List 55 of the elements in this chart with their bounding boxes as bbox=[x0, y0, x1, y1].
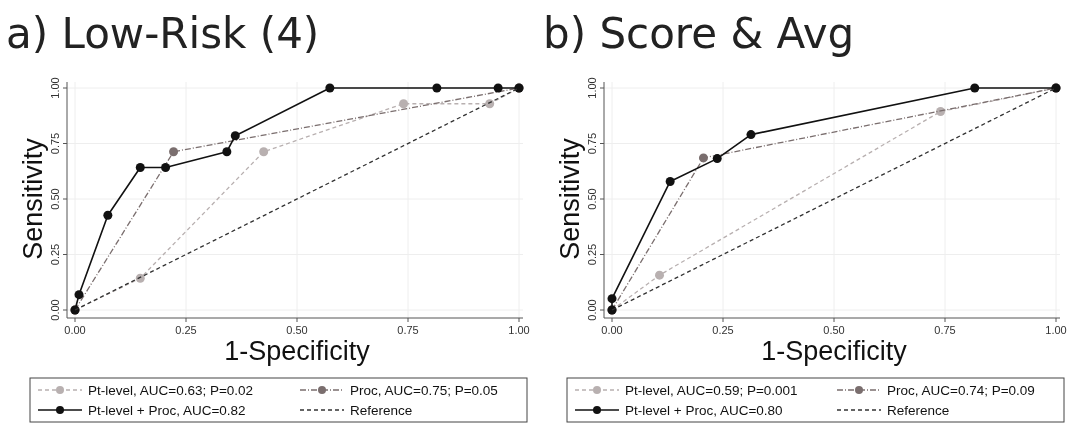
point bbox=[655, 270, 665, 280]
y-tick-label: 0.25 bbox=[49, 243, 61, 266]
y-tick-label: 0.50 bbox=[49, 188, 61, 210]
x-tick-label: 0.50 bbox=[286, 324, 308, 336]
point bbox=[74, 290, 84, 300]
point bbox=[432, 83, 442, 93]
y-tick-label: 0.75 bbox=[586, 132, 598, 155]
point bbox=[103, 210, 113, 220]
x-tick-label: 0.75 bbox=[397, 324, 419, 336]
y-tick-label: 0.00 bbox=[586, 299, 598, 321]
point bbox=[230, 131, 240, 141]
point bbox=[493, 83, 503, 93]
y-tick-label: 0.75 bbox=[49, 132, 61, 155]
point bbox=[135, 273, 145, 283]
x-tick-label: 0.75 bbox=[934, 324, 956, 336]
point bbox=[746, 130, 756, 140]
point bbox=[970, 83, 980, 93]
legend-label: Pt-level + Proc, AUC=0.82 bbox=[88, 403, 246, 418]
point bbox=[135, 162, 145, 172]
point bbox=[325, 83, 335, 93]
point bbox=[161, 162, 171, 172]
x-tick-label: 0.00 bbox=[601, 324, 623, 336]
point bbox=[222, 147, 232, 157]
x-axis-title: 1-Specificity bbox=[224, 336, 371, 366]
legend-label: Pt-level + Proc, AUC=0.80 bbox=[625, 403, 783, 418]
x-tick-label: 1.00 bbox=[508, 324, 530, 336]
x-tick-label: 0.25 bbox=[175, 324, 197, 336]
y-tick-label: 0.50 bbox=[586, 188, 598, 210]
chart-title: b) Score & Avg bbox=[543, 9, 855, 58]
y-axis-title: Sensitivity bbox=[555, 137, 585, 260]
x-tick-label: 0.50 bbox=[823, 324, 845, 336]
y-tick-label: 0.00 bbox=[49, 299, 61, 321]
y-axis-title: Sensitivity bbox=[18, 137, 48, 260]
legend-label: Proc, AUC=0.74; P=0.09 bbox=[887, 383, 1035, 398]
x-tick-label: 1.00 bbox=[1045, 324, 1067, 336]
x-axis-title: 1-Specificity bbox=[761, 336, 908, 366]
point bbox=[485, 99, 495, 109]
legend-label: Pt-level, AUC=0.59; P=0.001 bbox=[625, 383, 798, 398]
chart-title: a) Low-Risk (4) bbox=[6, 9, 320, 58]
legend-label: Reference bbox=[887, 403, 950, 418]
point bbox=[259, 147, 269, 157]
point bbox=[169, 147, 179, 157]
point bbox=[399, 99, 409, 109]
legend-label: Reference bbox=[350, 403, 413, 418]
point bbox=[712, 154, 722, 164]
point bbox=[607, 294, 617, 304]
point bbox=[698, 153, 708, 163]
x-tick-label: 0.00 bbox=[64, 324, 86, 336]
point bbox=[665, 176, 675, 186]
legend-label: Proc, AUC=0.75; P=0.05 bbox=[350, 383, 498, 398]
y-tick-label: 1.00 bbox=[49, 77, 61, 99]
y-tick-label: 1.00 bbox=[586, 77, 598, 99]
legend-label: Pt-level, AUC=0.63; P=0.02 bbox=[88, 383, 254, 398]
y-tick-label: 0.25 bbox=[586, 243, 598, 266]
x-tick-label: 0.25 bbox=[712, 324, 734, 336]
